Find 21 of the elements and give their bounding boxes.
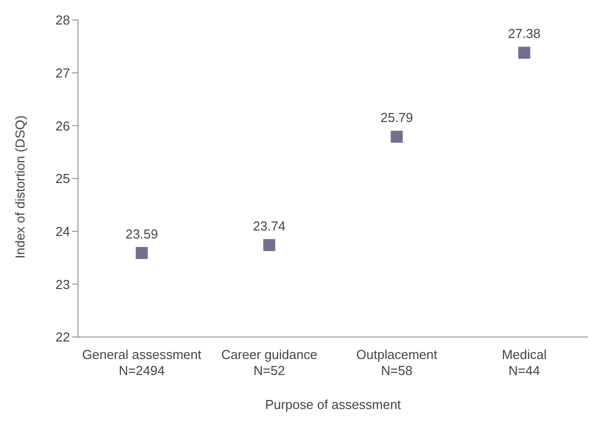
y-tick-label: 27 (56, 65, 70, 80)
y-axis-title: Index of distortion (DSQ) (12, 115, 28, 258)
y-tick-label: 25 (56, 171, 70, 186)
y-tick-label: 23 (56, 276, 70, 292)
point (263, 239, 276, 252)
point (390, 130, 403, 143)
point (136, 246, 148, 259)
x-axis-title: Purpose of assessment (265, 397, 402, 412)
x-tick-label: Medical N=44 (502, 347, 547, 378)
data-label: 25.79 (380, 110, 414, 126)
data-label: 27.38 (508, 26, 541, 42)
x-tick-label: Career guidance N=52 (221, 347, 318, 378)
y-tick-label: 24 (56, 224, 70, 239)
point (518, 46, 530, 59)
y-tick-label: 28 (56, 12, 70, 28)
data-label: 23.74 (252, 218, 286, 234)
y-tick-label: 22 (56, 330, 70, 345)
x-tick-label: General assessment N=2494 (82, 347, 202, 378)
data-label: 23.59 (125, 226, 158, 242)
x-tick-label: Outplacement N=58 (356, 347, 438, 378)
y-tick-label: 26 (56, 118, 70, 134)
